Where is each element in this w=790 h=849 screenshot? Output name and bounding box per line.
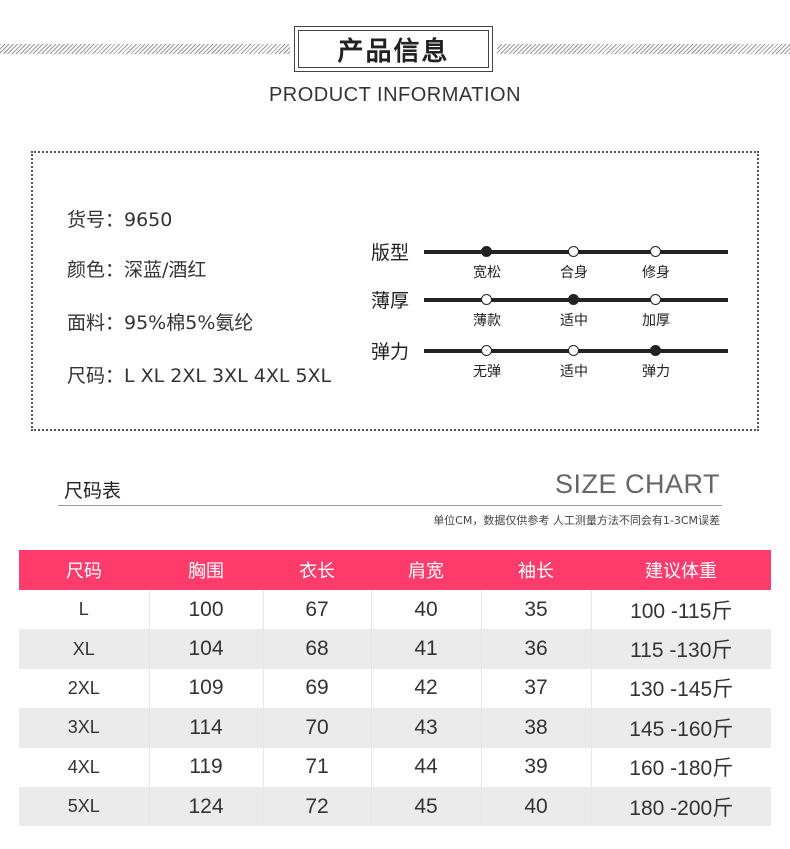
table-cell: 44 [370,747,481,787]
table-cell: 100 [148,590,263,630]
scale-dot [568,246,579,257]
color-info: 颜色：深蓝/酒红 [67,259,207,281]
table-cell: 2XL [67,677,100,698]
table-cell: 100 -115斤 [590,590,771,630]
table-cell: 5XL [67,796,100,817]
header-hatch-right [497,44,790,54]
column-header: 衣长 [299,561,335,582]
scale-dot [481,294,492,305]
table-cell: 43 [370,708,481,748]
scale-dot-selected [650,345,661,356]
size-chart-note: 单位CM，数据仅供参考 人工测量方法不同会有1-3CM误差 [433,514,720,527]
table-cell: 69 [262,668,371,709]
table-row: XL 104 68 41 36 115 -130斤 [19,629,771,669]
scale-option-label: 适中 [560,313,588,329]
table-cell: 70 [262,708,371,748]
fabric-info: 面料：95%棉5%氨纶 [67,312,254,334]
table-cell: 45 [370,786,481,827]
scale-dot [568,345,579,356]
table-row: 2XL 109 69 42 37 130 -145斤 [19,668,771,709]
scale-option-label: 薄款 [473,313,501,329]
scale-dot-selected [481,246,492,257]
table-cell: 37 [480,668,591,709]
size-chart-title-cn: 尺码表 [64,480,122,502]
scale-dot-selected [568,294,579,305]
scale-label: 版型 [371,242,410,264]
scale-option-label: 适中 [560,364,588,380]
table-cell: L [78,599,89,620]
column-header: 袖长 [518,561,554,582]
table-cell: 36 [480,629,591,669]
scale-dot [650,246,661,257]
table-cell: 114 [148,708,263,748]
table-cell: 104 [148,629,263,669]
size-chart-divider [58,505,722,506]
product-info-box: 货号：9650 颜色：深蓝/酒红 面料：95%棉5%氨纶 尺码：L XL 2XL… [31,151,759,431]
table-header-row: 尺码 胸围 衣长 肩宽 袖长 建议体重 [19,550,771,590]
table-cell: 68 [262,629,371,669]
table-body: L 100 67 40 35 100 -115斤 XL 104 68 41 36 115 -130斤 2… [19,590,771,827]
scale-dot [481,345,492,356]
column-header: 胸围 [188,561,224,582]
table-row: 4XL 119 71 44 39 160 -180斤 [19,747,771,787]
table-cell: 42 [370,668,481,709]
table-cell: 40 [480,786,591,827]
table-cell: 115 -130斤 [590,629,771,669]
page-title: 产品信息 [298,30,489,68]
table-cell: 3XL [67,717,100,738]
size-chart-title-en: SIZE CHART [554,469,720,499]
table-row: 5XL 124 72 45 40 180 -200斤 [19,786,771,827]
scale-option-label: 无弹 [473,364,501,380]
scale-option-label: 弹力 [642,364,670,380]
header-hatch-left [0,44,290,54]
item-number: 货号：9650 [67,209,173,231]
table-cell: 130 -145斤 [590,668,771,709]
table-cell: 35 [480,590,591,630]
table-row: L 100 67 40 35 100 -115斤 [19,590,771,630]
table-cell: 119 [148,747,263,787]
table-cell: 41 [370,629,481,669]
table-cell: 38 [480,708,591,748]
table-cell: 39 [480,747,591,787]
scale-option-label: 修身 [642,265,670,281]
scale-option-label: 加厚 [642,313,670,329]
table-row: 3XL 114 70 43 38 145 -160斤 [19,708,771,748]
size-table: 尺码 胸围 衣长 肩宽 袖长 建议体重 L 100 67 40 35 100 -115斤 X… [19,550,771,827]
sizes-info: 尺码：L XL 2XL 3XL 4XL 5XL [67,365,332,387]
table-cell: 71 [262,747,371,787]
scale-label: 薄厚 [371,290,410,312]
table-cell: 160 -180斤 [590,747,771,787]
scale-option-label: 宽松 [473,265,501,281]
table-cell: 72 [262,786,371,827]
column-header: 肩宽 [408,561,444,582]
column-header: 尺码 [66,561,102,582]
table-cell: 109 [148,668,263,709]
title-frame: 产品信息 [294,26,493,72]
table-cell: 4XL [67,756,100,777]
column-header: 建议体重 [645,561,717,582]
page-subtitle: PRODUCT INFORMATION [268,84,522,106]
table-cell: 145 -160斤 [590,708,771,748]
table-cell: 40 [370,590,481,630]
scale-option-label: 合身 [560,265,588,281]
table-cell: 124 [148,786,263,827]
table-cell: 67 [262,590,371,630]
table-cell: 180 -200斤 [590,786,771,827]
scale-dot [650,294,661,305]
table-cell: XL [72,638,95,659]
scale-label: 弹力 [371,341,410,363]
